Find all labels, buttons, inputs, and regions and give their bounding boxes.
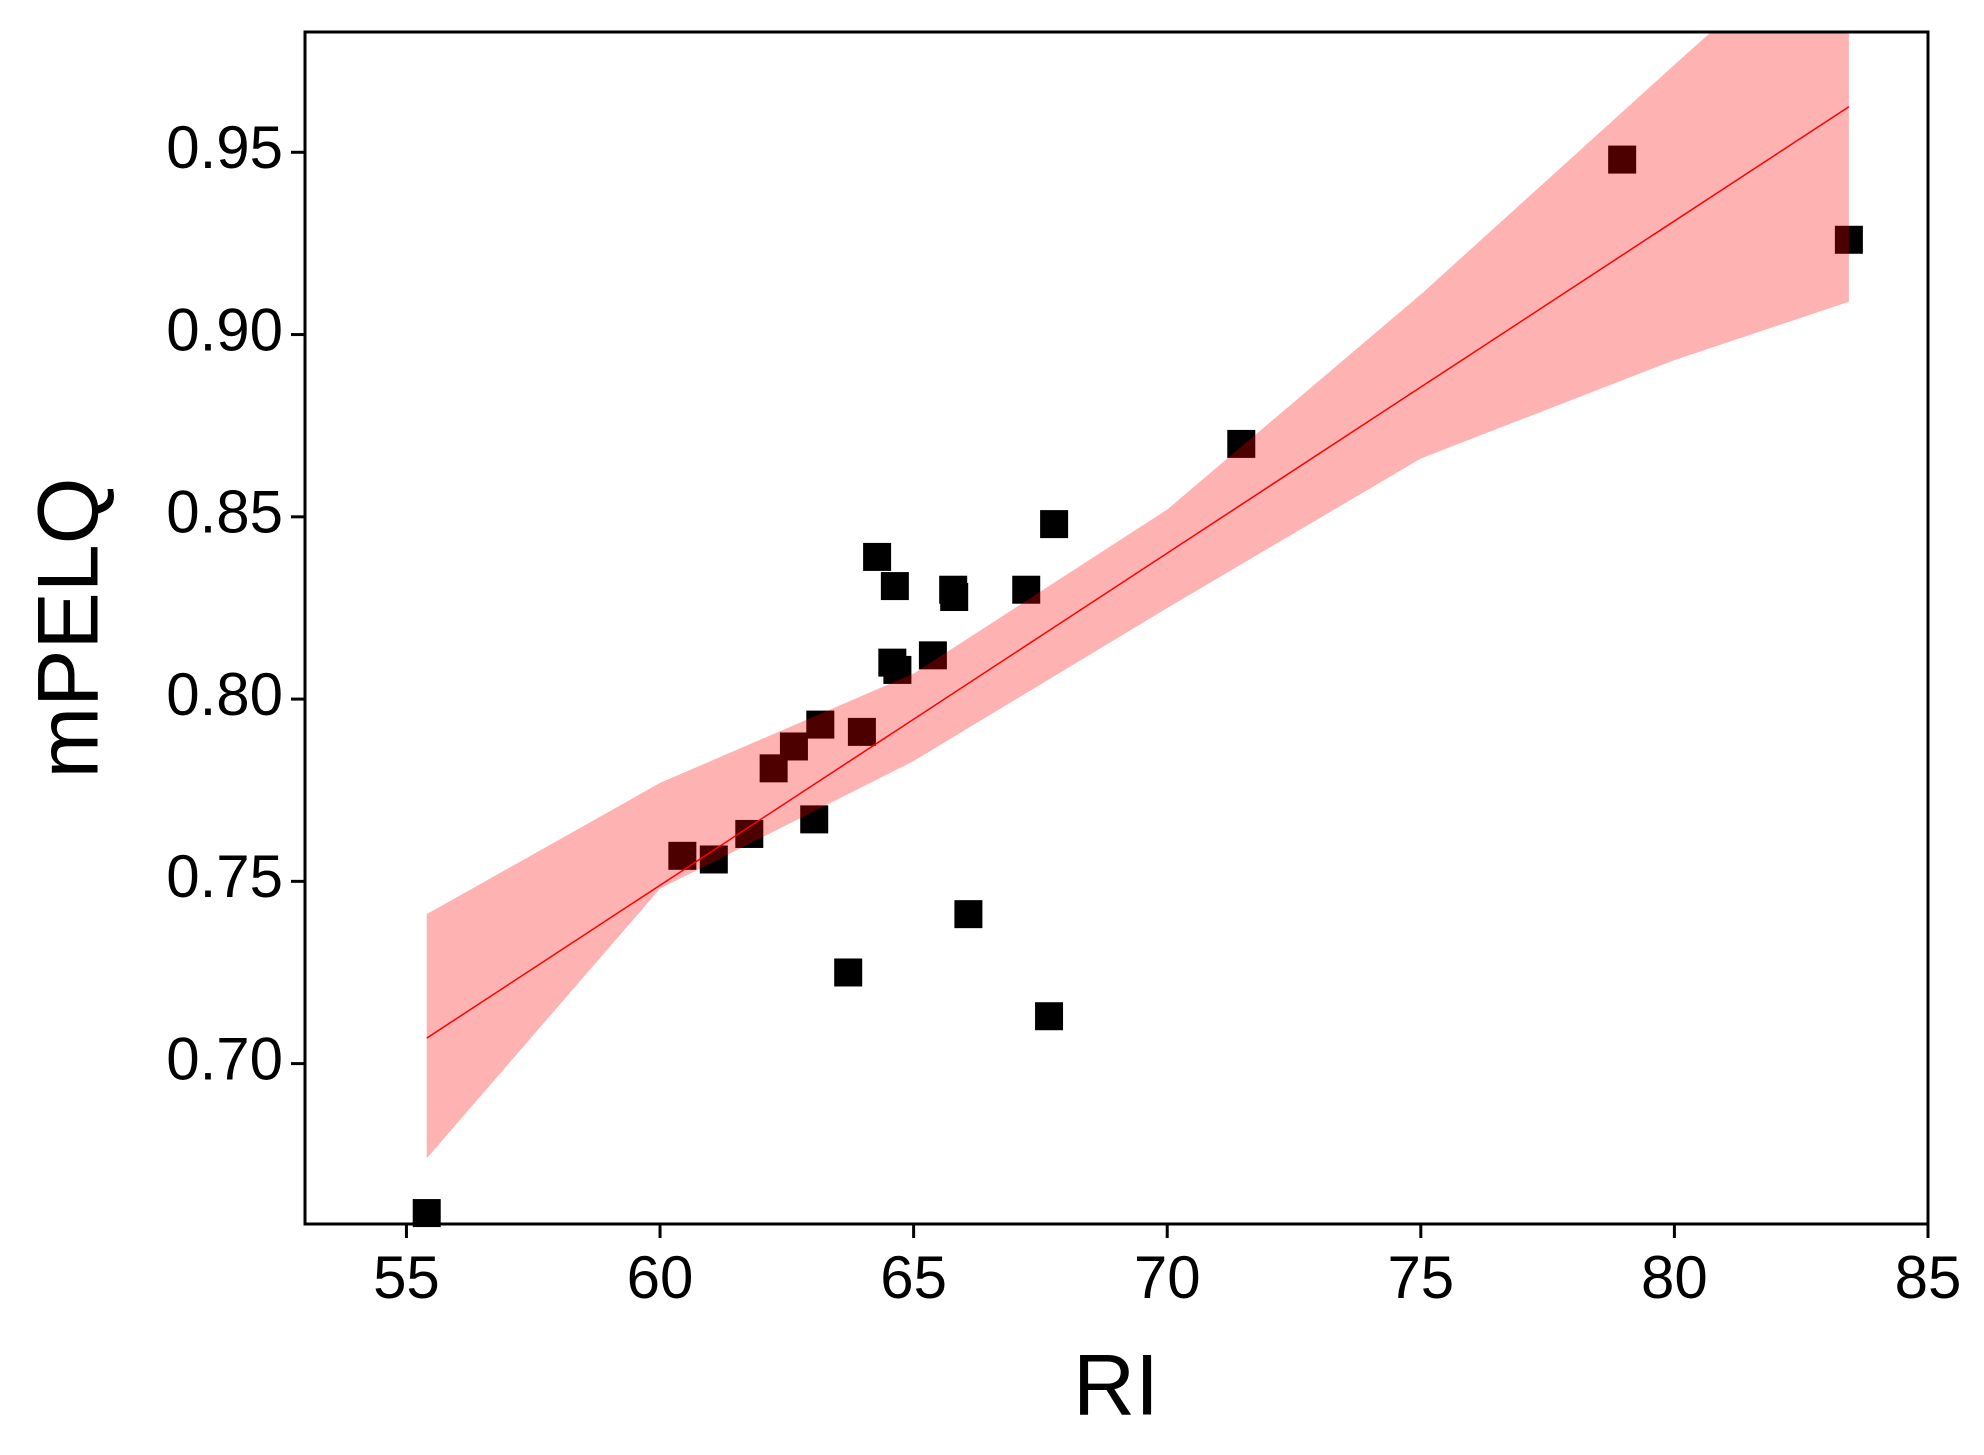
- y-tick-label: 0.70: [166, 1025, 283, 1092]
- point: [806, 710, 835, 739]
- point: [1608, 145, 1637, 174]
- y-axis-title: mPELQ: [21, 477, 117, 778]
- x-tick-label: 60: [627, 1244, 694, 1311]
- point: [1035, 1002, 1064, 1031]
- point: [1040, 510, 1069, 539]
- point: [1227, 429, 1256, 458]
- point: [863, 542, 892, 571]
- x-tick-label: 70: [1134, 1244, 1201, 1311]
- point: [883, 655, 912, 684]
- y-tick-label: 0.90: [166, 296, 283, 363]
- band-layer: [426, 32, 1850, 1159]
- point: [834, 958, 863, 987]
- y-tick-label: 0.95: [166, 114, 283, 181]
- plot-frame: [303, 30, 1930, 1226]
- point: [918, 641, 947, 670]
- x-tick-label: 85: [1895, 1244, 1962, 1311]
- point: [800, 805, 829, 834]
- y-tick-label: 0.75: [166, 843, 283, 910]
- x-tick-label: 80: [1641, 1244, 1708, 1311]
- x-tick-label: 65: [880, 1244, 947, 1311]
- point: [940, 583, 969, 612]
- confidence-band: [426, 32, 1849, 1159]
- y-tick-label: 0.80: [166, 661, 283, 728]
- point: [954, 900, 983, 929]
- fit-line: [426, 106, 1850, 1039]
- point: [412, 1199, 441, 1228]
- x-axis-title: RI: [1073, 1338, 1159, 1434]
- x-tick-label: 55: [373, 1244, 440, 1311]
- point: [1012, 575, 1041, 604]
- point: [847, 717, 876, 746]
- axes-layer: 55 60 65 70 75 80 85 0.70 0.75 0.80 0.85 0.90 0.95: [166, 30, 1962, 1311]
- point: [779, 732, 808, 761]
- point: [1834, 225, 1863, 254]
- points-layer: [412, 145, 1863, 1228]
- point: [880, 572, 909, 601]
- y-tick-label: 0.85: [166, 479, 283, 546]
- x-tick-label: 75: [1387, 1244, 1454, 1311]
- point: [735, 819, 764, 848]
